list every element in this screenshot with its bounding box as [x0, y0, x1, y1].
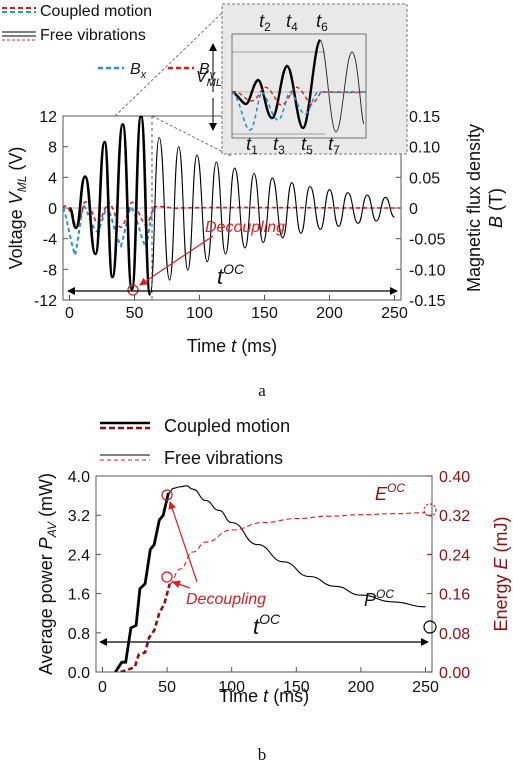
- t-oc-label-b: tOC: [253, 611, 281, 639]
- decoupling-marker-b1: [161, 489, 173, 501]
- decoupling-label-a: Decoupling: [205, 219, 285, 236]
- decoupling-label-b: Decoupling: [186, 591, 266, 608]
- y2-tick-b: 0.08: [439, 626, 470, 643]
- panel-label-a: a: [258, 381, 266, 400]
- legend-free: Free vibrations: [40, 27, 146, 44]
- legend-b: Coupled motion Free vibrations: [100, 416, 290, 468]
- inset-vml-label: VML: [196, 69, 222, 89]
- free-power-line: [168, 485, 426, 608]
- inset-a: VML t2 t4 t6 t1 t3 t5 t7: [196, 3, 408, 157]
- inset-time-bottom: t3: [273, 134, 285, 157]
- y2-tick-b: 0.00: [439, 665, 470, 682]
- x-tick-a: 50: [126, 305, 144, 322]
- y2-axis-title-b: Energy E (mJ): [491, 516, 511, 631]
- by-curve: [62, 201, 401, 228]
- y-tick-b: 0.8: [68, 626, 90, 643]
- y-tick-a: 0: [48, 201, 57, 218]
- legend-a: Coupled motion Free vibrations Bx By: [2, 3, 217, 81]
- y2-tick-a: -0.10: [409, 262, 446, 279]
- t-oc-label-a: tOC: [217, 261, 245, 289]
- inset-time-top: t6: [316, 11, 328, 34]
- p-oc-label: POC: [364, 587, 394, 610]
- plot-frame-b: [95, 475, 433, 673]
- y-tick-b: 2.4: [68, 547, 90, 564]
- axes-a: 0 50 100 150 200 250 12 8 4 0 -4 -8 -12 0.15 0.10 0.05 0…: [34, 109, 446, 322]
- y-tick-b: 4.0: [68, 469, 90, 486]
- y-tick-a: -4: [43, 232, 57, 249]
- y-axis-title-b: Average power PAV (mW): [36, 473, 59, 675]
- axes-b: 0 50 100 150 200 250 0.0 0.8 1.6 2.4 3.2 4.0 0.00 0.0…: [68, 469, 470, 696]
- inset-time-top: t4: [286, 11, 298, 34]
- e-oc-label: EOC: [375, 481, 405, 504]
- bx-curve: [62, 204, 155, 259]
- free-energy-line: [169, 512, 426, 585]
- y2-tick-b: 0.16: [439, 587, 470, 604]
- y2-tick-a: 0.15: [409, 109, 440, 126]
- y2-tick-a: -0.15: [409, 293, 446, 310]
- x-tick-b: 150: [283, 679, 310, 696]
- p-oc-marker: [423, 620, 437, 634]
- e-oc-marker: [423, 503, 437, 517]
- y2-tick-a: 0: [409, 201, 418, 218]
- y-tick-a: -8: [43, 262, 57, 279]
- decoupling-marker-b2: [161, 571, 173, 583]
- x-axis-title-a: Time t (ms): [187, 336, 277, 356]
- inset-time-bottom: t5: [301, 134, 313, 157]
- legend-bx: Bx: [130, 61, 147, 81]
- y2-tick-a: -0.05: [409, 232, 446, 249]
- y2-tick-b: 0.40: [439, 469, 470, 486]
- coupled-voltage-line: [68, 116, 152, 296]
- y-tick-a: 8: [48, 140, 57, 157]
- y-tick-a: 12: [39, 109, 57, 126]
- x-tick-b: 250: [412, 679, 439, 696]
- x-tick-a: 150: [251, 305, 278, 322]
- voltage-series: [68, 116, 395, 296]
- panel-label-b: b: [258, 745, 267, 764]
- x-tick-b: 100: [218, 679, 245, 696]
- inset-time-top: t2: [259, 11, 271, 34]
- coupled-power-line: [114, 492, 170, 672]
- coupled-energy-line: [120, 583, 171, 672]
- legend-coupled-b: Coupled motion: [164, 416, 290, 436]
- x-tick-a: 100: [186, 305, 213, 322]
- legend-free-b: Free vibrations: [164, 448, 283, 468]
- legend-coupled: Coupled motion: [40, 3, 152, 20]
- y-axis-title-a: Voltage VML (V): [6, 147, 29, 270]
- panel-b: Coupled motion Free vibrations 0 50 100 150…: [36, 416, 511, 764]
- x-axis-title-b: Time t (ms): [219, 686, 309, 706]
- panel-a: Coupled motion Free vibrations Bx By 0 50…: [2, 3, 506, 400]
- x-tick-b: 200: [348, 679, 375, 696]
- x-tick-b: 0: [98, 679, 107, 696]
- x-tick-a: 0: [65, 305, 74, 322]
- y2-axis-title-a-line1: Magnetic flux density: [464, 124, 484, 292]
- free-voltage-line: [149, 136, 395, 296]
- inset-time-bottom: t7: [328, 134, 340, 157]
- y2-axis-title-a-line2: B (T): [486, 188, 506, 228]
- x-tick-a: 200: [316, 305, 343, 322]
- y2-tick-b: 0.32: [439, 508, 470, 525]
- y-tick-b: 0.0: [68, 665, 90, 682]
- y2-tick-a: 0.10: [409, 140, 440, 157]
- inset-time-bottom: t1: [246, 134, 258, 157]
- y-tick-b: 3.2: [68, 508, 90, 525]
- y-tick-a: -12: [34, 293, 57, 310]
- y2-tick-a: 0.05: [409, 170, 440, 187]
- y-tick-b: 1.6: [68, 587, 90, 604]
- y-tick-a: 4: [48, 170, 57, 187]
- x-tick-a: 250: [381, 305, 408, 322]
- x-tick-b: 50: [158, 679, 176, 696]
- y2-tick-b: 0.24: [439, 547, 470, 564]
